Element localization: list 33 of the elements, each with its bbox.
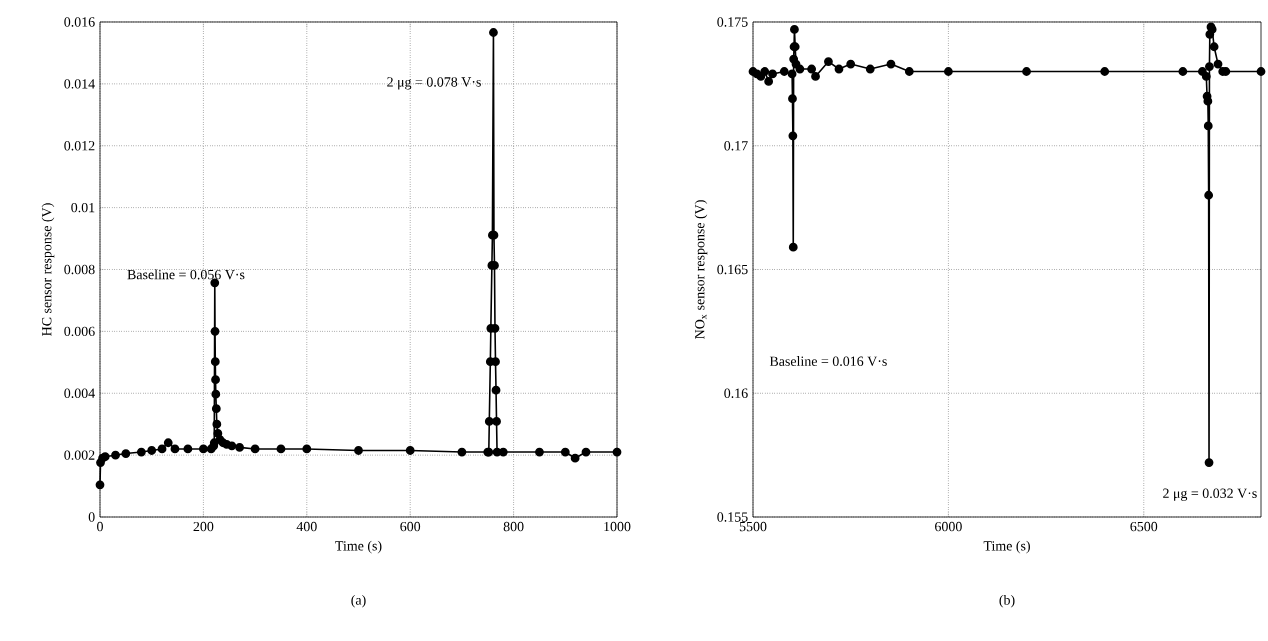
y-axis-title: HC sensor response (V) [41,203,55,336]
x-axis-title: Time (s) [983,540,1030,554]
x-tick-label: 1000 [604,521,631,532]
x-axis-title: Time (s) [335,540,382,554]
y-tick-label: 0.008 [64,264,95,275]
y-tick-label: 0.175 [717,17,748,27]
y-tick-label: 0.165 [717,264,748,275]
x-tick-label: 400 [296,521,317,532]
text: (a) [351,594,366,608]
annotation: 2 μg = 0.078 V·s [387,77,481,90]
x-tick-label: 6500 [1130,521,1158,532]
x-tick-label: 5500 [739,521,767,532]
y-tick-label: 0.014 [64,79,95,89]
annotation: Baseline = 0.016 V·s [769,356,887,367]
x-tick-label: 6000 [935,521,962,532]
y-tick-label: 0.17 [724,141,748,151]
text: (b) [999,594,1015,608]
y-tick-label: 0.012 [64,141,95,151]
y-tick-label: 0.01 [71,202,95,213]
y-tick-label: 0.004 [64,388,95,398]
y-tick-label: 0.006 [64,326,95,337]
annotation: Baseline = 0.056 V·s [127,269,245,280]
y-tick-label: 0.16 [724,388,748,398]
x-tick-label: 200 [193,521,214,532]
x-tick-label: 800 [503,521,524,532]
y-tick-label: 0.155 [717,512,748,522]
y-tick-label: 0.002 [64,450,95,460]
y-tick-label: 0.016 [64,17,95,27]
annotation: 2 μg = 0.032 V·s [1163,488,1257,501]
x-tick-label: 0 [97,521,103,532]
y-tick-label: 0 [88,512,95,522]
x-tick-label: 600 [400,521,421,532]
y-axis-title: NO$_{x}$ sensor response (V) [694,200,708,339]
